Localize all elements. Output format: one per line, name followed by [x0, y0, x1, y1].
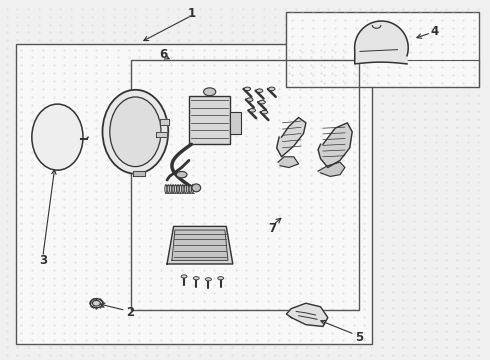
Text: 5: 5 [355, 331, 364, 344]
Ellipse shape [102, 90, 168, 174]
Bar [130, 60, 360, 310]
Ellipse shape [90, 298, 103, 308]
Ellipse shape [194, 276, 199, 280]
Polygon shape [355, 21, 408, 64]
Text: 3: 3 [39, 254, 47, 267]
Polygon shape [287, 303, 328, 327]
Ellipse shape [176, 171, 187, 178]
Text: 4: 4 [431, 25, 439, 38]
Ellipse shape [261, 111, 268, 114]
Ellipse shape [172, 185, 174, 193]
Ellipse shape [184, 185, 186, 193]
Ellipse shape [181, 275, 187, 278]
Ellipse shape [246, 98, 253, 102]
Text: 7: 7 [269, 222, 277, 235]
Ellipse shape [165, 185, 167, 193]
Ellipse shape [32, 104, 83, 170]
Ellipse shape [189, 185, 191, 193]
Text: 2: 2 [126, 306, 135, 319]
Ellipse shape [205, 278, 211, 281]
Bar [287, 12, 479, 87]
Ellipse shape [170, 185, 172, 193]
Ellipse shape [203, 88, 216, 96]
Ellipse shape [110, 97, 161, 167]
Ellipse shape [177, 185, 179, 193]
Ellipse shape [187, 185, 189, 193]
Ellipse shape [269, 87, 275, 91]
Ellipse shape [249, 109, 255, 112]
Ellipse shape [192, 185, 194, 193]
Ellipse shape [218, 276, 223, 280]
Polygon shape [133, 171, 145, 176]
Polygon shape [167, 226, 233, 264]
Polygon shape [277, 117, 306, 157]
Bar [230, 112, 241, 134]
Polygon shape [172, 230, 228, 260]
Polygon shape [156, 132, 167, 137]
Bar [189, 96, 230, 144]
Ellipse shape [167, 185, 170, 193]
Ellipse shape [182, 185, 184, 193]
Text: 6: 6 [159, 49, 167, 62]
Ellipse shape [259, 100, 265, 104]
Ellipse shape [93, 300, 100, 306]
Bar [16, 44, 372, 344]
Polygon shape [160, 119, 170, 125]
Polygon shape [278, 157, 298, 167]
Text: 1: 1 [187, 8, 196, 21]
Ellipse shape [192, 184, 201, 192]
Polygon shape [318, 162, 345, 176]
Ellipse shape [174, 185, 176, 193]
Polygon shape [318, 123, 352, 167]
Ellipse shape [179, 185, 181, 193]
Ellipse shape [245, 87, 250, 91]
Ellipse shape [256, 89, 263, 93]
